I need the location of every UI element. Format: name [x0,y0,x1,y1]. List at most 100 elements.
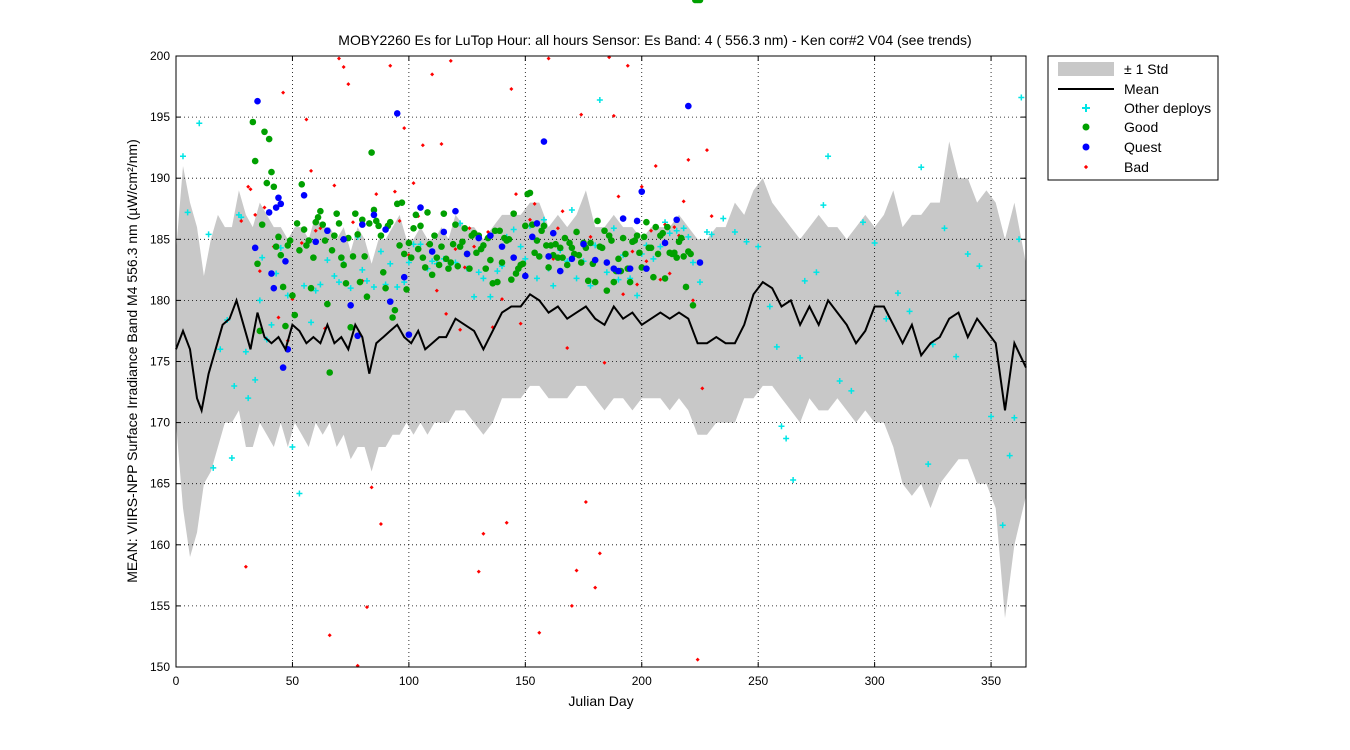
bad-point [532,201,537,206]
legend-other-marker [1082,104,1090,112]
legend-bad-marker [1083,164,1089,170]
good-point [356,278,364,286]
other-deploy-point [487,293,494,300]
good-point [375,222,382,230]
bad-point [672,225,677,230]
bad-point [579,112,584,117]
good-point [303,242,310,249]
legend-quest-label: Quest [1124,139,1161,155]
good-point [510,210,517,217]
bad-point [597,551,602,556]
good-point [314,214,322,221]
bad-point [709,214,714,219]
good-point [594,217,601,225]
good-point [494,278,501,286]
good-point [452,221,459,228]
bad-point [644,259,649,264]
bad-point [560,209,565,214]
bad-point [248,187,253,192]
bad-point [313,228,318,233]
other-deploy-point [394,283,401,290]
good-point [508,276,515,283]
x-tick-label: 250 [748,674,768,688]
legend-good-marker [1082,123,1090,131]
good-point [664,223,671,231]
legend-std-swatch [1058,62,1114,76]
quest-point [270,284,278,292]
quest-point [359,221,366,228]
other-deploy-point [405,259,412,266]
other-deploy-point [347,285,354,292]
good-point [461,225,469,232]
other-deploy-point [650,255,657,262]
good-point [435,261,443,269]
other-deploy-point [778,423,785,430]
other-deploy-point [657,243,664,250]
good-point [608,237,615,244]
good-point [535,253,543,260]
good-point [598,244,606,252]
bad-point [546,56,551,61]
good-point [433,254,441,261]
good-point [293,220,301,227]
bad-point [402,126,407,131]
other-deploy-point [941,225,948,232]
bad-point [574,568,579,573]
mean-layer [175,280,1027,415]
good-point [396,242,403,249]
other-deploy-point [494,268,501,275]
good-point [640,233,648,241]
good-point [563,261,571,269]
other-deploy-point [673,227,680,234]
bad-point [630,249,635,254]
good-point [405,239,413,247]
good-point [298,181,306,188]
bad-point [257,269,262,274]
good-point [398,199,406,206]
bad-point [262,205,267,210]
good-point [412,211,420,219]
other-deploy-point [783,435,790,442]
good-point [487,256,494,264]
bad-point [364,605,369,610]
legend-other-label: Other deploys [1124,100,1211,116]
y-axis: 150 155 160 165 170 175 180 185 190 195 200 [150,49,1026,674]
other-deploy-point [228,455,235,462]
bad-point [350,220,355,225]
other-deploy-point [790,477,797,484]
other-deploy-point [825,153,832,160]
good-point [652,223,660,231]
other-deploy-point [568,206,575,213]
good-point [671,249,678,257]
good-point [261,128,268,136]
good-point [284,242,292,249]
other-deploy-point [685,233,692,240]
other-deploy-point [953,353,960,360]
bad-point [299,240,304,245]
quest-point [522,272,529,280]
good-point [559,254,566,261]
good-point [647,244,655,252]
good-point [622,250,629,258]
good-point [545,264,552,271]
good-point [573,228,580,236]
bad-point [695,657,700,662]
bad-point [388,63,393,68]
quest-point [615,267,622,275]
quest-point [400,273,408,281]
other-deploy-point [689,259,696,266]
good-point [540,222,548,230]
bad-point [621,292,626,297]
good-point [379,268,387,276]
bad-point [504,520,509,525]
good-point [566,239,573,247]
other-deploy-point [1006,452,1013,459]
other-deploy-point [245,395,252,402]
other-deploy-point [429,258,436,265]
other-deploy-point [517,243,524,250]
bad-point [327,633,332,638]
good-point [279,283,287,291]
bad-point [346,82,351,87]
good-point [361,253,368,260]
bad-point [649,228,654,233]
